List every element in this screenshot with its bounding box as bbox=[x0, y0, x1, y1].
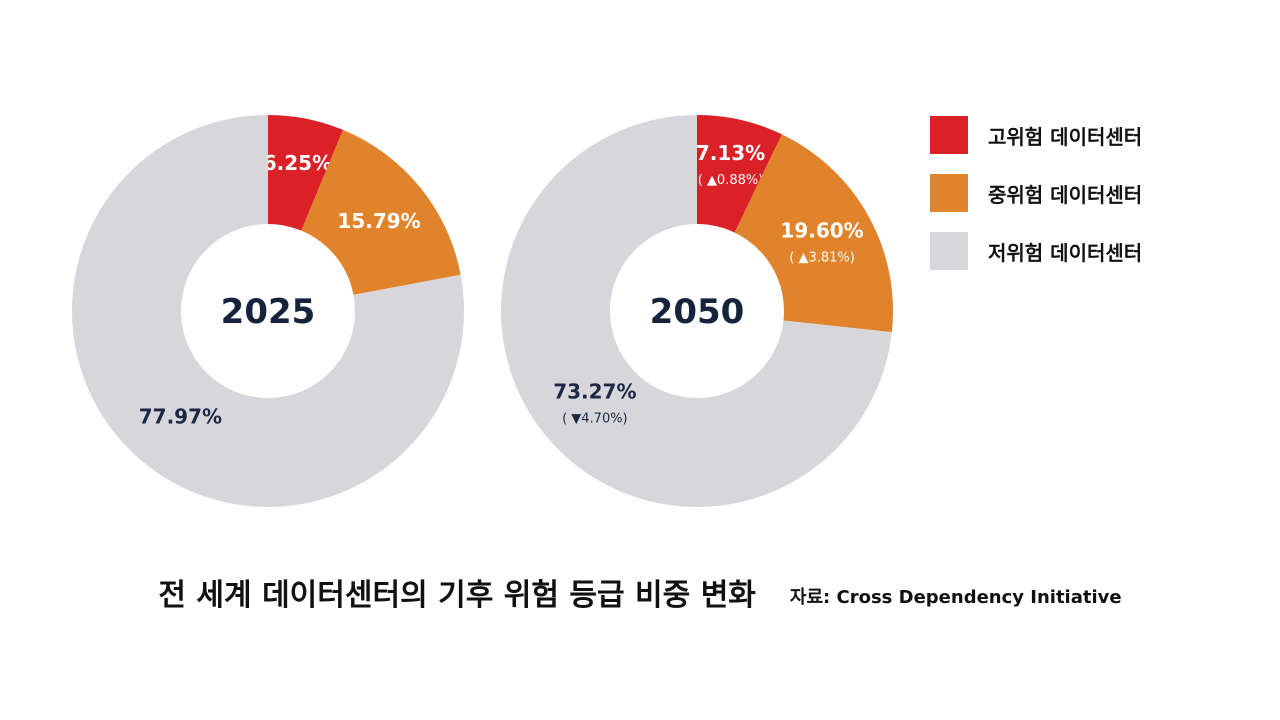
value-label-high-risk-2025: 6.25% bbox=[263, 151, 332, 175]
chart-title: 전 세계 데이터센터의 기후 위험 등급 비중 변화 bbox=[158, 578, 756, 613]
slice-medium-risk-2050 bbox=[734, 134, 893, 333]
source-note: 자료: Cross Dependency Initiative bbox=[789, 587, 1122, 608]
center-year-label: 2025 bbox=[221, 292, 316, 332]
value-label-medium-risk-2050: 19.60% bbox=[780, 219, 863, 243]
center-year-label: 2050 bbox=[650, 292, 745, 332]
legend-swatch-medium-risk bbox=[930, 174, 968, 212]
legend-item-high-risk: 고위험 데이터센터 bbox=[930, 116, 1142, 154]
change-label-high-risk-2050: ( ▲0.88%) bbox=[698, 173, 764, 188]
footer: 전 세계 데이터센터의 기후 위험 등급 비중 변화 자료: Cross Dep… bbox=[0, 570, 1280, 614]
legend-label-high-risk: 고위험 데이터센터 bbox=[988, 124, 1143, 149]
legend-swatch-low-risk bbox=[930, 232, 968, 270]
value-label-high-risk-2050: 7.13% bbox=[696, 141, 765, 165]
legend-item-medium-risk: 중위험 데이터센터 bbox=[930, 174, 1142, 212]
change-label-medium-risk-2050: ( ▲3.81%) bbox=[789, 251, 855, 266]
slice-medium-risk-2025 bbox=[301, 129, 461, 295]
slice-low-risk-2050 bbox=[501, 115, 892, 507]
value-label-low-risk-2050: 73.27% bbox=[553, 380, 636, 404]
slice-low-risk-2025 bbox=[72, 115, 465, 507]
legend: 고위험 데이터센터 중위험 데이터센터 저위험 데이터센터 bbox=[930, 116, 1142, 290]
slice-high-risk-2025 bbox=[268, 115, 343, 231]
legend-swatch-high-risk bbox=[930, 116, 968, 154]
value-label-medium-risk-2025: 15.79% bbox=[337, 209, 420, 233]
change-label-low-risk-2050: ( ▼4.70%) bbox=[562, 412, 628, 427]
legend-item-low-risk: 저위험 데이터센터 bbox=[930, 232, 1142, 270]
legend-label-low-risk: 저위험 데이터센터 bbox=[988, 240, 1143, 265]
slice-high-risk-2050 bbox=[697, 115, 782, 233]
legend-label-medium-risk: 중위험 데이터센터 bbox=[988, 182, 1143, 207]
value-label-low-risk-2025: 77.97% bbox=[139, 405, 222, 429]
donut-2025: 6.25% 15.79% 77.97% 2025 bbox=[72, 115, 465, 507]
donut-2050: 7.13% ( ▲0.88%) 19.60% ( ▲3.81%) 73.27% ( ▼4.… bbox=[501, 115, 893, 507]
